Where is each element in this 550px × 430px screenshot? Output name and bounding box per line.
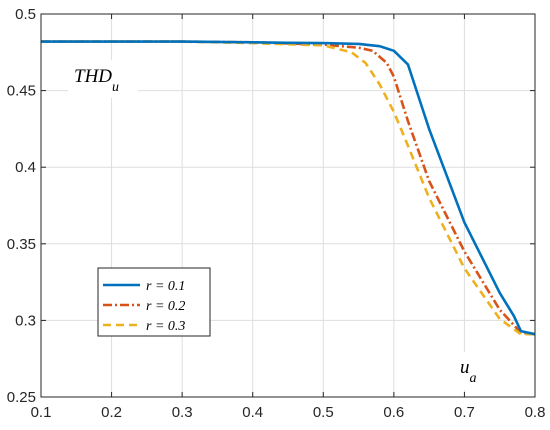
x-tick-labels: 0.1 0.2 0.3 0.4 0.5 0.6 0.7 0.8 [31, 404, 546, 421]
x-tick-label: 0.3 [172, 404, 193, 421]
series-line-2 [41, 40, 536, 336]
y-tick-label: 0.25 [7, 389, 36, 406]
x-tick-label: 0.4 [242, 404, 263, 421]
x-axis-label-main: u [460, 357, 470, 378]
x-axis-label-sub: a [470, 371, 477, 386]
y-tick-label: 0.4 [15, 159, 36, 176]
ticks [40, 13, 536, 398]
legend: r = 0.1 r = 0.2 r = 0.3 [97, 267, 211, 337]
legend-label-1: r = 0.1 [146, 279, 185, 294]
y-tick-labels: 0.25 0.3 0.35 0.4 0.45 0.5 [7, 6, 36, 406]
series-line-3 [41, 40, 535, 336]
x-tick-label: 0.6 [383, 404, 404, 421]
x-tick-label: 0.5 [313, 404, 334, 421]
y-axis-label: THDu [74, 66, 119, 95]
legend-label-2: r = 0.2 [146, 299, 185, 314]
y-tick-label: 0.45 [7, 83, 36, 100]
series-layer [41, 40, 536, 336]
x-tick-label: 0.8 [525, 404, 546, 421]
y-axis-label-sub: u [112, 80, 119, 95]
x-tick-label: 0.2 [101, 404, 122, 421]
plot-frame [40, 13, 536, 398]
x-axis-label: ua [460, 357, 477, 386]
x-label-background [452, 352, 486, 390]
y-axis-label-main: THD [74, 66, 112, 87]
series-line-1 [41, 40, 536, 336]
legend-label-3: r = 0.3 [146, 319, 185, 334]
y-tick-label: 0.5 [15, 6, 36, 23]
y-label-background [68, 60, 138, 98]
y-tick-label: 0.3 [15, 312, 36, 329]
y-tick-label: 0.35 [7, 236, 36, 253]
grid [41, 14, 535, 397]
x-tick-label: 0.1 [31, 404, 52, 421]
x-tick-label: 0.7 [454, 404, 475, 421]
